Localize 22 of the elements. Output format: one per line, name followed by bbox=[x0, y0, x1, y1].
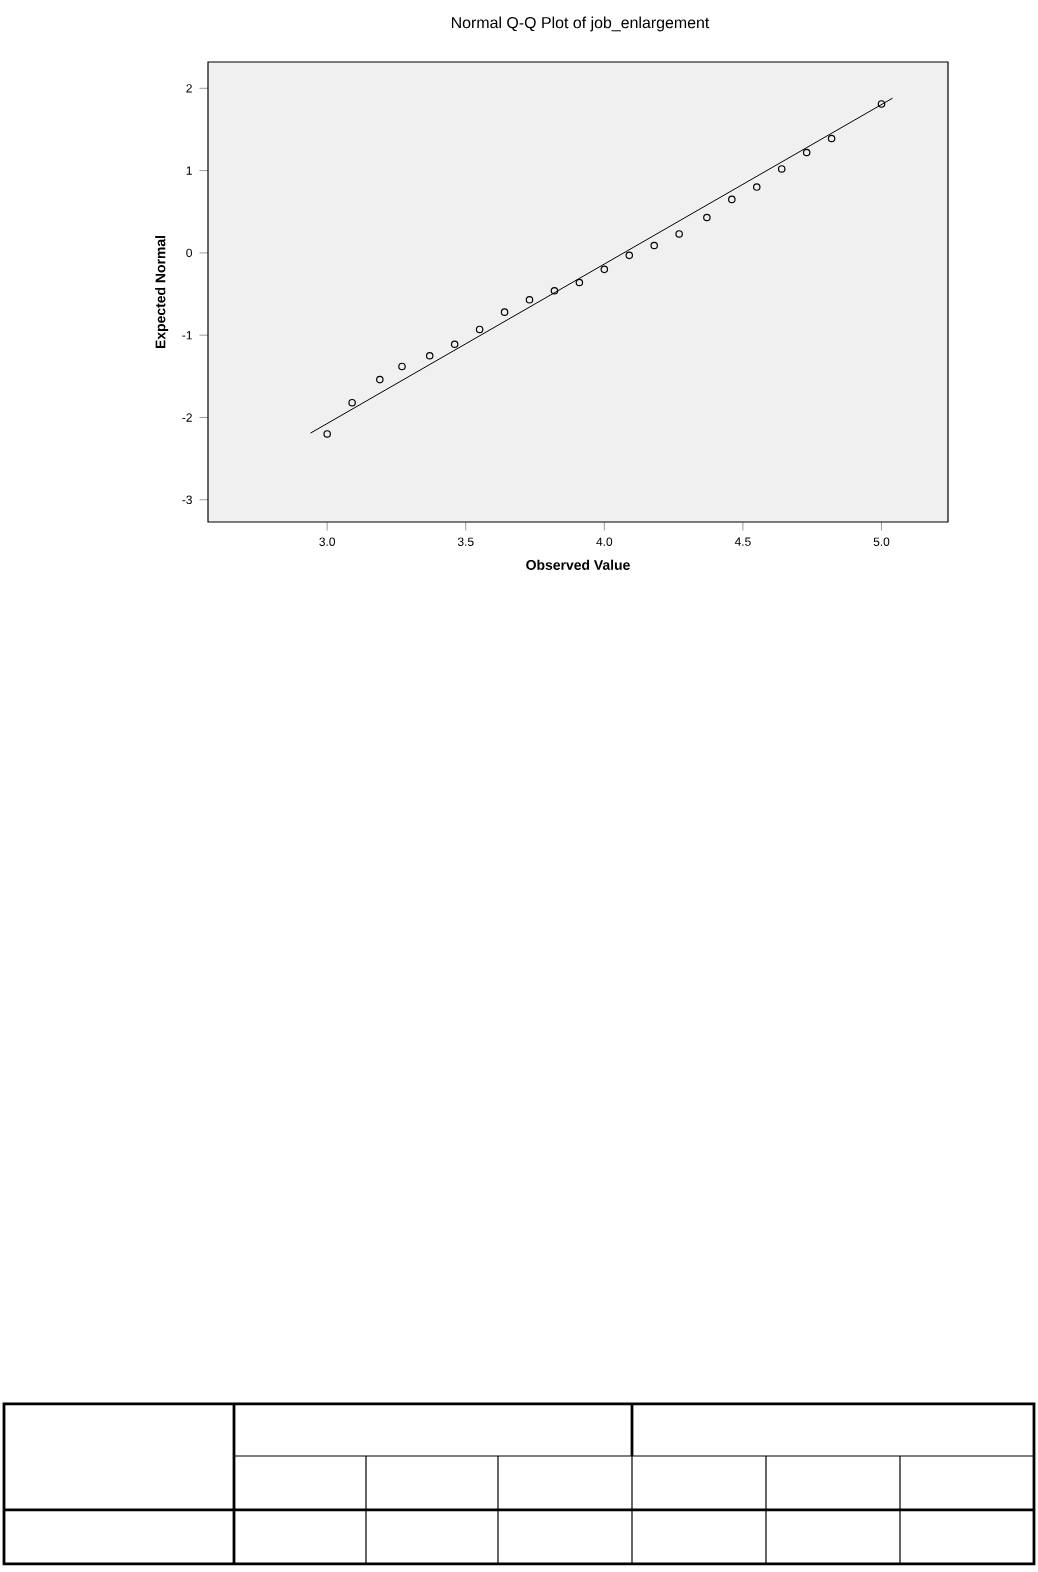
point bbox=[752, 183, 761, 191]
point bbox=[425, 351, 434, 360]
point bbox=[827, 134, 836, 143]
point bbox=[500, 308, 509, 316]
point bbox=[675, 230, 683, 238]
point bbox=[877, 100, 886, 108]
point bbox=[323, 430, 331, 438]
point bbox=[777, 165, 786, 173]
point bbox=[600, 265, 609, 274]
point bbox=[575, 278, 584, 287]
point bbox=[625, 251, 634, 260]
point bbox=[802, 148, 811, 157]
point bbox=[650, 241, 659, 250]
point bbox=[376, 375, 384, 384]
point bbox=[703, 213, 711, 222]
point bbox=[728, 195, 736, 204]
point bbox=[348, 398, 356, 407]
point bbox=[398, 362, 406, 371]
point bbox=[450, 340, 459, 349]
point bbox=[475, 325, 484, 334]
point bbox=[550, 286, 559, 295]
point bbox=[525, 296, 534, 304]
